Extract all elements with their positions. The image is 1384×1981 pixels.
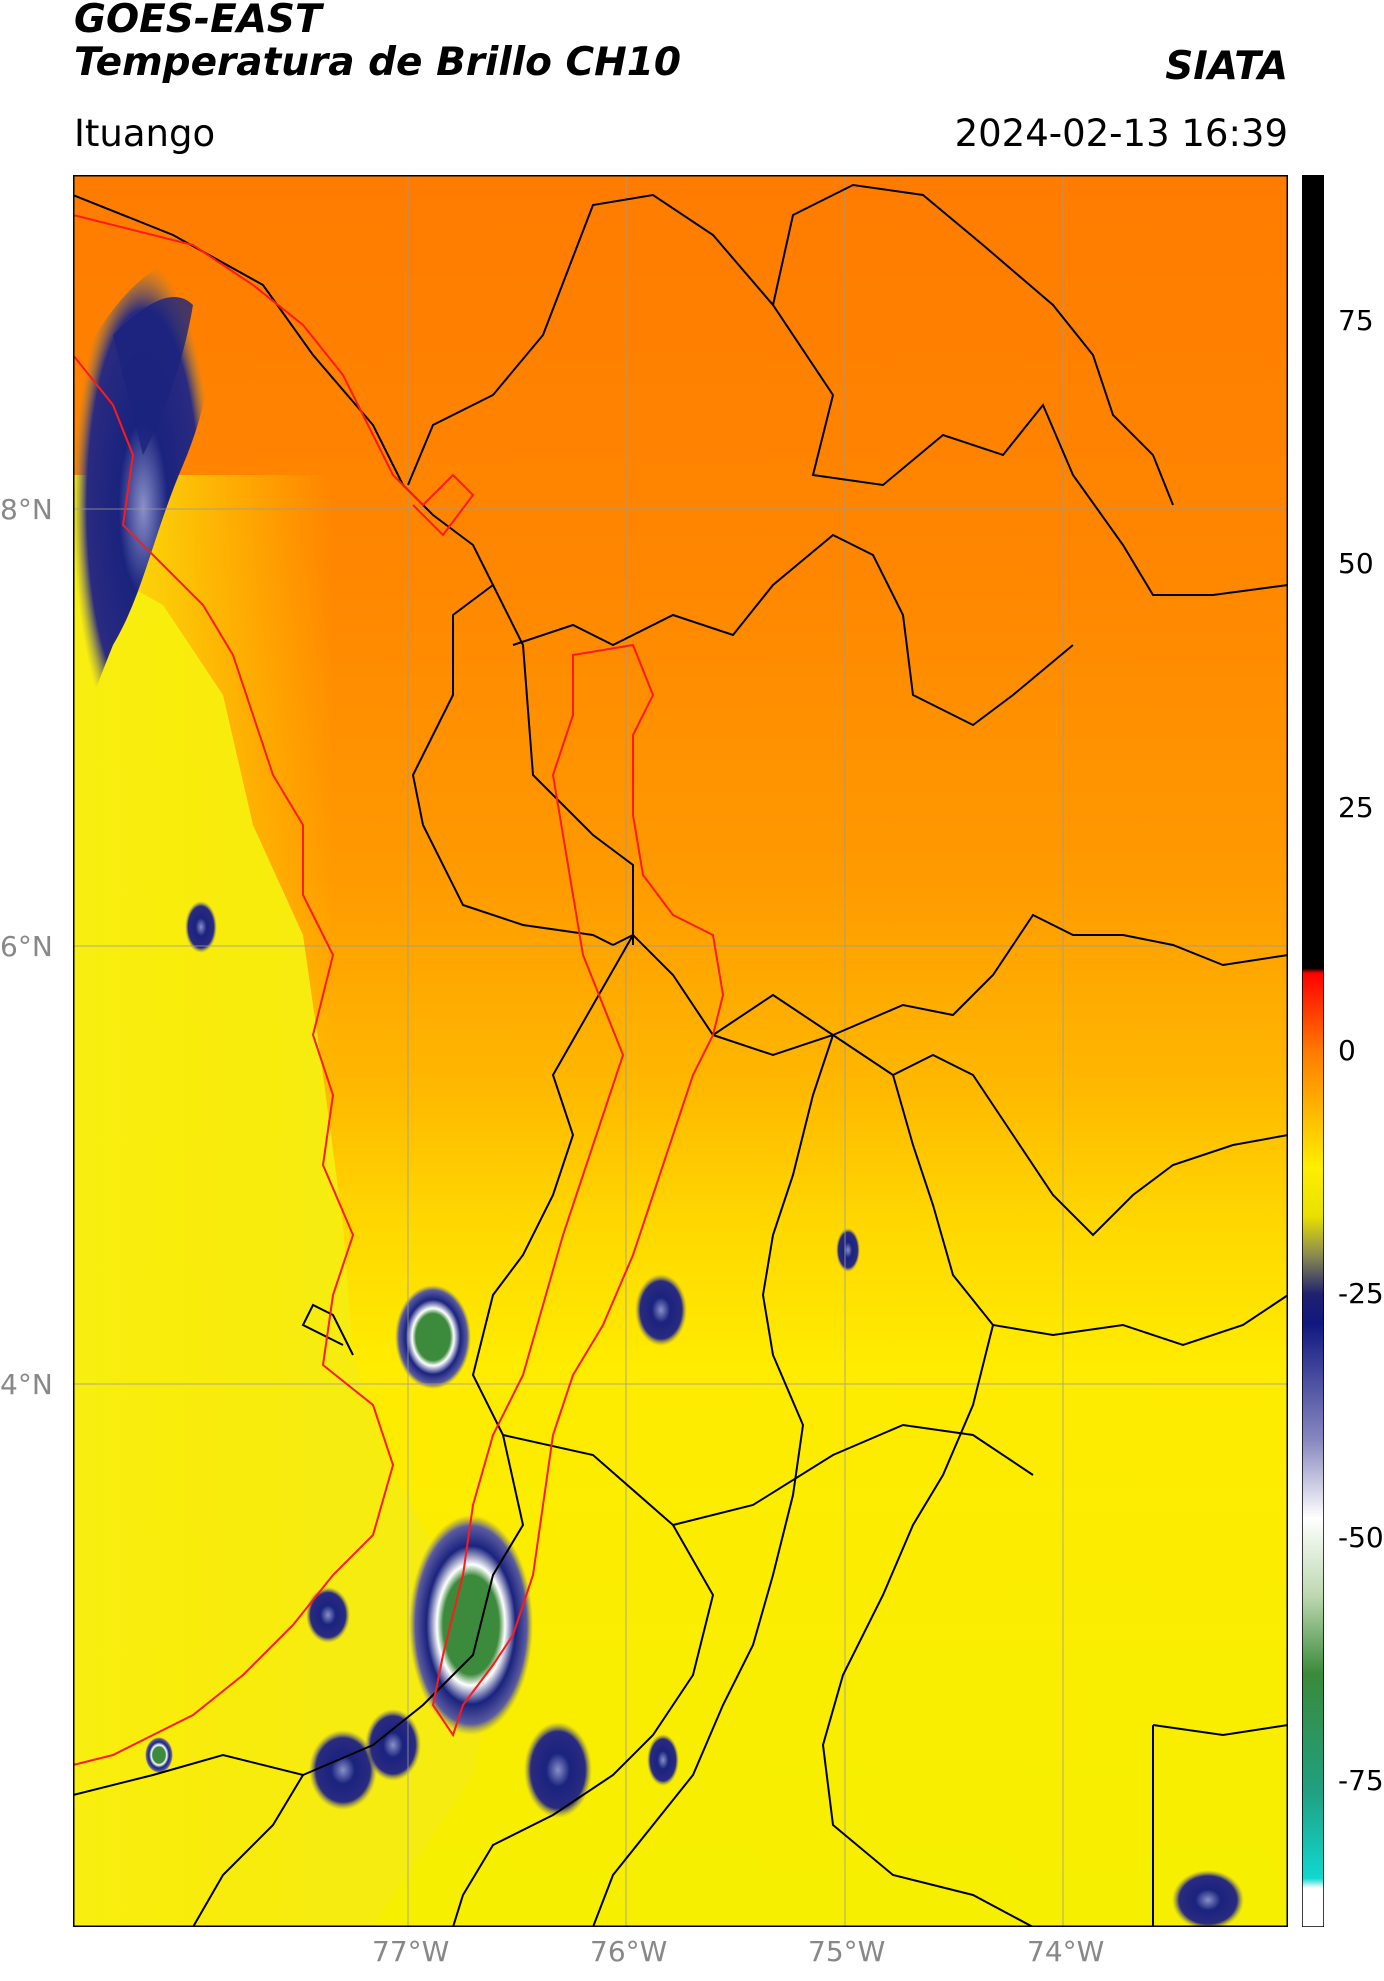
- cloud-magdalena: [836, 1228, 860, 1272]
- title-block: GOES-EAST Temperatura de Brillo CH10: [74, 0, 681, 86]
- colorbar-tick-25: 25: [1338, 790, 1374, 824]
- cloud-south-d: [647, 1734, 679, 1786]
- colorbar-tick-minus75: -75: [1338, 1764, 1384, 1797]
- lon-label-76w: 76°W: [590, 1935, 668, 1968]
- organization-label: SIATA: [1165, 44, 1288, 89]
- department-boundaries: [73, 183, 1288, 1927]
- cloud-southeast: [1172, 1870, 1244, 1927]
- colorbar-tick-50: 50: [1338, 547, 1374, 581]
- cloud-small-west: [185, 901, 217, 953]
- cloud-south-west: [306, 1587, 350, 1643]
- lon-label-74w: 74°W: [1027, 1935, 1105, 1968]
- western-tint: [73, 475, 333, 1927]
- lat-label-6n: 6°N: [0, 930, 53, 963]
- cloud-coast-strip: [113, 296, 193, 455]
- map-border: [73, 175, 1288, 1927]
- cloud-south-b: [365, 1709, 421, 1781]
- location-label: Ituango: [74, 112, 216, 155]
- datetime-label: 2024-02-13 16:39: [954, 112, 1288, 155]
- cloud-northwest: [73, 260, 214, 755]
- lat-label-4n: 4°N: [0, 1368, 53, 1401]
- colorbar-tick-minus25: -25: [1338, 1277, 1384, 1311]
- lat-label-8n: 8°N: [0, 493, 53, 526]
- product-title: Temperatura de Brillo CH10: [74, 40, 682, 85]
- graticule: [73, 175, 1288, 1927]
- cloud-south-main: [409, 1515, 533, 1735]
- cloud-atrato: [395, 1285, 471, 1389]
- cloud-cauca: [635, 1274, 687, 1346]
- colorbar-tick-minus50: -50: [1338, 1520, 1384, 1554]
- lon-label-77w: 77°W: [372, 1935, 450, 1968]
- temperature-colorbar: [1302, 175, 1324, 1927]
- coastline-and-basin: [73, 214, 725, 1766]
- satellite-title: GOES-EAST: [74, 0, 322, 42]
- cloud-pacific-small: [145, 1737, 173, 1773]
- cloud-south-c: [524, 1722, 592, 1818]
- lon-label-75w: 75°W: [808, 1935, 886, 1968]
- colorbar-tick-75: 75: [1338, 304, 1374, 337]
- satellite-map: [73, 175, 1288, 1927]
- colorbar-tick-0: 0: [1338, 1034, 1356, 1067]
